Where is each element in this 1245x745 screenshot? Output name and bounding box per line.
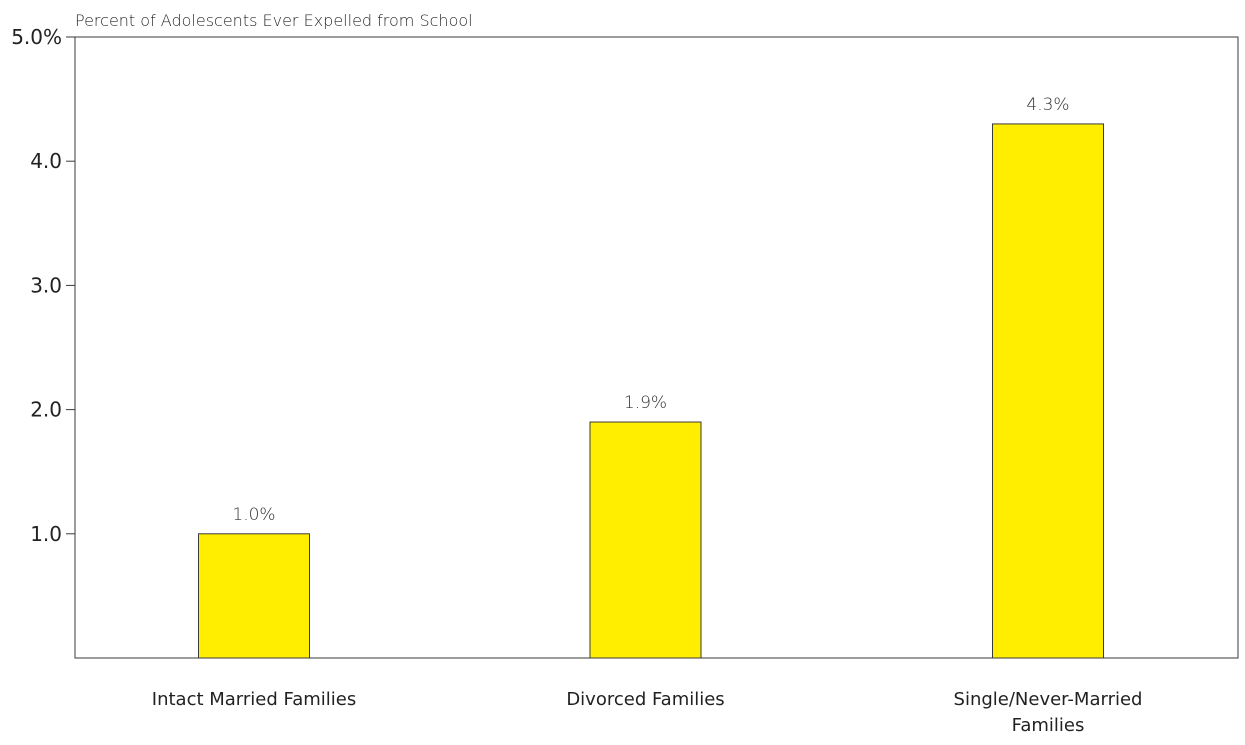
bar	[198, 533, 310, 659]
y-tick-label: 4.0	[30, 149, 62, 173]
bar-value-label: 1.0%	[232, 505, 275, 525]
bar-value-label: 4.3%	[1026, 95, 1069, 115]
bar	[992, 123, 1104, 659]
x-category-label: Intact Married Families	[152, 689, 356, 710]
y-tick-label: 1.0	[30, 522, 62, 546]
x-category-label: Single/Never-Married	[954, 689, 1143, 710]
x-category-label: Families	[1012, 715, 1085, 736]
x-category-label: Divorced Families	[566, 689, 724, 710]
y-tick-label: 3.0	[30, 273, 62, 297]
bar	[589, 421, 702, 659]
y-tick-label: 2.0	[30, 398, 62, 422]
bar-value-label: 1.9%	[624, 393, 667, 413]
y-tick-label: 5.0%	[11, 25, 62, 49]
y-axis-title: Percent of Adolescents Ever Expelled fro…	[75, 11, 473, 30]
